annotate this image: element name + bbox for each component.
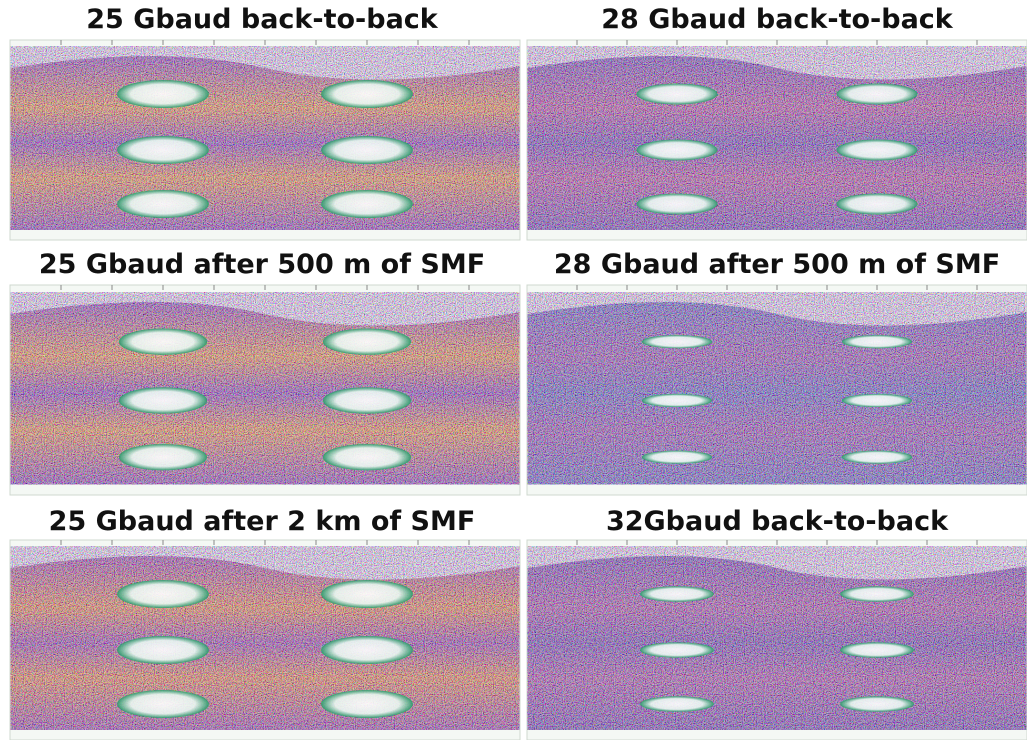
panel-title: 25 Gbaud back-to-back bbox=[86, 4, 439, 35]
eye-opening bbox=[117, 636, 209, 664]
eye-opening bbox=[321, 136, 413, 164]
speckle bbox=[527, 546, 1027, 730]
eye-opening bbox=[323, 328, 411, 354]
panel-title: 25 Gbaud after 2 km of SMF bbox=[49, 506, 476, 537]
eye-opening bbox=[321, 690, 413, 718]
eye-opening bbox=[842, 335, 912, 348]
eye-opening bbox=[642, 335, 712, 348]
panel-title: 28 Gbaud after 500 m of SMF bbox=[554, 249, 1000, 280]
eye-opening bbox=[637, 140, 718, 161]
eye-content bbox=[10, 285, 520, 495]
speckle bbox=[10, 46, 520, 230]
eye-opening bbox=[323, 444, 411, 470]
eye-content bbox=[10, 540, 520, 740]
eye-opening bbox=[117, 690, 209, 718]
eye-opening bbox=[321, 190, 413, 218]
eye-opening bbox=[840, 642, 914, 657]
eye-opening bbox=[117, 580, 209, 608]
eye-diagram bbox=[527, 40, 1027, 240]
eye-opening bbox=[842, 394, 912, 407]
page: 25 Gbaud back-to-back 28 Gbaud back-to-b… bbox=[0, 0, 1027, 740]
eye-opening bbox=[637, 194, 718, 215]
eye-opening bbox=[117, 190, 209, 218]
speckle bbox=[527, 46, 1027, 230]
eye-opening bbox=[321, 636, 413, 664]
eye-diagram bbox=[527, 540, 1027, 740]
eye-opening bbox=[842, 451, 912, 464]
eye-opening bbox=[837, 84, 918, 105]
eye-content bbox=[527, 40, 1027, 240]
speckle bbox=[10, 292, 520, 485]
eye-opening bbox=[119, 387, 207, 413]
speckle bbox=[10, 546, 520, 730]
eye-opening bbox=[323, 387, 411, 413]
eye-diagram bbox=[527, 285, 1027, 495]
eye-opening bbox=[321, 80, 413, 108]
panel-title: 25 Gbaud after 500 m of SMF bbox=[39, 249, 485, 280]
eye-opening bbox=[321, 580, 413, 608]
eye-opening bbox=[642, 451, 712, 464]
eye-opening bbox=[640, 696, 714, 711]
eye-opening bbox=[837, 140, 918, 161]
eye-diagram bbox=[10, 40, 520, 240]
panel-title: 28 Gbaud back-to-back bbox=[601, 4, 954, 35]
eye-opening bbox=[119, 328, 207, 354]
figure: 25 Gbaud back-to-back 28 Gbaud back-to-b… bbox=[0, 0, 1027, 740]
speckle bbox=[527, 292, 1027, 485]
eye-content bbox=[527, 285, 1027, 495]
eye-opening bbox=[117, 80, 209, 108]
eye-opening bbox=[840, 586, 914, 601]
eye-opening bbox=[640, 586, 714, 601]
eye-opening bbox=[642, 394, 712, 407]
eye-diagram bbox=[10, 285, 520, 495]
eye-opening bbox=[840, 696, 914, 711]
eye-opening bbox=[837, 194, 918, 215]
eye-content bbox=[527, 540, 1027, 740]
eye-diagram bbox=[10, 540, 520, 740]
eye-opening bbox=[117, 136, 209, 164]
panel-title: 32Gbaud back-to-back bbox=[606, 506, 949, 537]
eye-opening bbox=[119, 444, 207, 470]
eye-opening bbox=[637, 84, 718, 105]
eye-content bbox=[10, 40, 520, 240]
eye-opening bbox=[640, 642, 714, 657]
